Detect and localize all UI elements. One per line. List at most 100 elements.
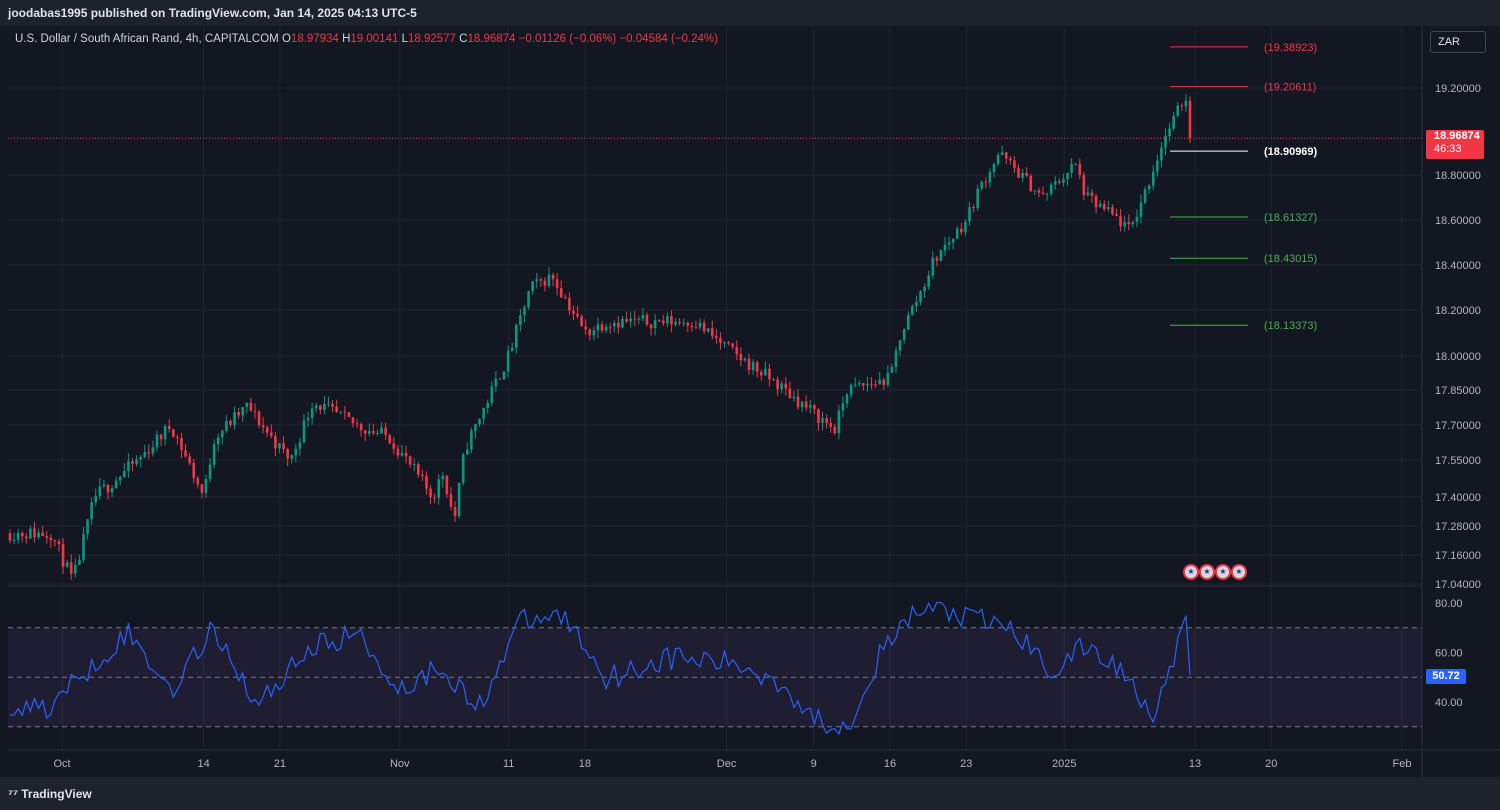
last-price-tag: 18.96874 46:33: [1426, 130, 1484, 159]
candle-body: [580, 316, 583, 327]
candle-body: [37, 532, 40, 538]
high-label: H: [342, 33, 351, 45]
candle-body: [53, 540, 57, 542]
candle-body: [817, 409, 820, 423]
candle-body: [866, 383, 869, 386]
candle-body: [151, 447, 155, 454]
candle-body: [155, 434, 159, 448]
candle-body: [882, 379, 886, 386]
candle-body: [110, 488, 114, 493]
us-flag-icon[interactable]: ★: [1183, 564, 1199, 580]
candle-body: [911, 306, 914, 315]
price-tick-label: 17.70000: [1435, 420, 1481, 432]
price-tick-label: 17.04000: [1435, 579, 1481, 591]
level-label: (18.43015): [1264, 253, 1317, 265]
us-flag-icon[interactable]: ★: [1231, 564, 1247, 580]
time-tick-label: 9: [811, 758, 817, 770]
candle-body: [98, 486, 102, 496]
candle-body: [1025, 172, 1028, 176]
candle-body: [519, 315, 522, 326]
candle-body: [666, 316, 669, 324]
chart-area[interactable]: (19.38923) (19.20611) (18.90969) (18.61327)…: [0, 26, 1500, 777]
candle-body: [180, 438, 183, 451]
candle-body: [792, 396, 796, 399]
low-value: 18.92577: [407, 33, 456, 45]
candle-body: [690, 325, 694, 328]
candle-body: [212, 444, 216, 465]
candle-body: [490, 386, 494, 404]
candle-body: [1135, 216, 1139, 222]
candle-body: [784, 383, 788, 389]
time-tick-label: Dec: [717, 758, 737, 770]
candle-body: [539, 279, 543, 281]
candle-body: [1151, 171, 1155, 186]
candle-body: [278, 443, 281, 449]
candle-body: [1033, 190, 1037, 192]
rsi-tick-label: 80.00: [1435, 598, 1463, 610]
candle-body: [1098, 203, 1102, 208]
candle-body: [159, 434, 163, 440]
candle-body: [637, 318, 641, 320]
candle-body: [1156, 160, 1159, 172]
candle-body: [33, 528, 36, 538]
candle-body: [433, 497, 436, 499]
candle-body: [674, 322, 677, 325]
candle-body: [682, 322, 686, 324]
candle-body: [645, 315, 649, 325]
candle-body: [1078, 163, 1082, 175]
candle-body: [723, 342, 726, 344]
candle-body: [984, 181, 988, 183]
candle-body: [1139, 202, 1143, 217]
candle-body: [245, 402, 249, 408]
candle-body: [106, 484, 110, 493]
candle-body: [996, 154, 1000, 164]
candle-body: [543, 280, 547, 286]
candle-body: [294, 448, 298, 456]
candle-body: [788, 388, 792, 399]
candle-body: [1045, 193, 1049, 195]
candle-body: [964, 221, 967, 233]
candle-body: [388, 434, 392, 444]
candle-body: [8, 533, 12, 541]
candle-body: [559, 288, 563, 298]
candle-body: [780, 383, 783, 390]
candle-body: [470, 430, 473, 450]
candle-body: [363, 430, 367, 434]
currency-button[interactable]: ZAR: [1430, 31, 1486, 53]
candle-body: [1111, 207, 1114, 215]
candle-body: [1184, 100, 1188, 107]
candle-body: [678, 322, 681, 324]
candle-body: [474, 423, 477, 431]
candle-body: [184, 450, 187, 457]
candle-body: [772, 379, 775, 381]
candle-body: [1127, 222, 1131, 225]
candle-body: [1143, 189, 1147, 203]
candle-body: [1164, 136, 1167, 148]
candle-body: [1009, 158, 1012, 161]
candle-body: [915, 301, 918, 307]
candle-body: [1131, 221, 1135, 225]
candle-body: [906, 314, 910, 330]
candle-body: [1004, 152, 1008, 159]
candle-body: [347, 412, 351, 418]
candle-body: [1172, 115, 1175, 129]
candle-body: [841, 403, 845, 411]
us-flag-icon[interactable]: ★: [1215, 564, 1231, 580]
time-tick-label: 13: [1189, 758, 1201, 770]
candle-body: [1000, 152, 1004, 155]
change-value: −0.01126 (−0.06%): [518, 33, 617, 45]
candle-body: [176, 437, 179, 439]
candle-body: [225, 420, 228, 431]
candle-body: [412, 464, 416, 466]
tradingview-logo: ⁷⁷ TradingView: [8, 787, 92, 801]
candle-body: [376, 432, 379, 434]
us-flag-icon[interactable]: ★: [1199, 564, 1215, 580]
candle-body: [862, 383, 865, 386]
candle-body: [163, 425, 167, 440]
candle-body: [1176, 105, 1180, 116]
candle-body: [319, 405, 322, 411]
candle-body: [931, 257, 935, 276]
candle-body: [188, 456, 191, 464]
candle-body: [216, 437, 220, 445]
candle-body: [135, 459, 138, 464]
